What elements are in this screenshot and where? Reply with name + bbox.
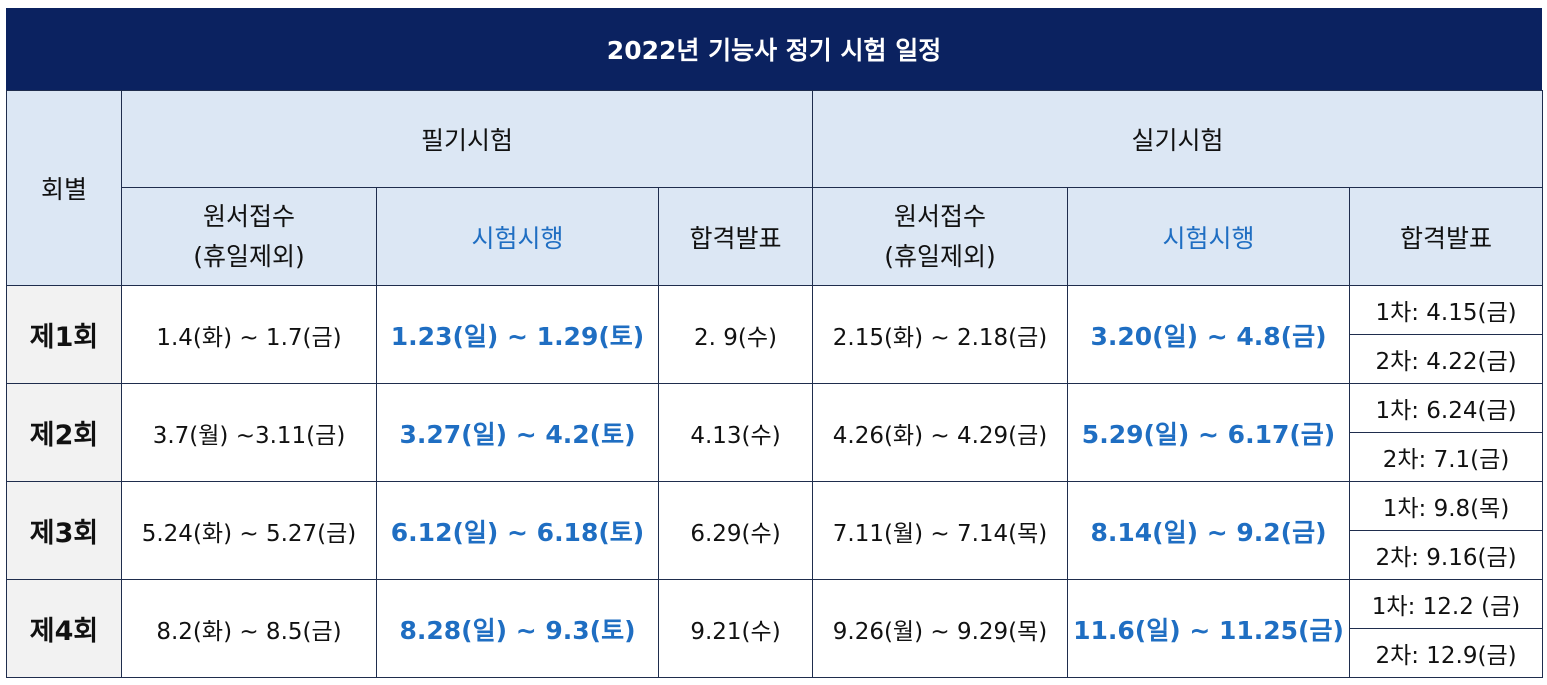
- practical-apply-cell: 4.26(화) ~ 4.29(금): [812, 383, 1069, 482]
- practical-exam-cell: 8.14(일) ~ 9.2(금): [1067, 481, 1351, 580]
- header-practical-apply: 원서접수 (휴일제외): [812, 187, 1069, 286]
- written-exam-cell: 6.12(일) ~ 6.18(토): [376, 481, 659, 580]
- practical-apply-cell: 7.11(월) ~ 7.14(목): [812, 481, 1069, 580]
- header-practical-exam: 실기시험: [812, 90, 1544, 188]
- practical-apply-cell: 2.15(화) ~ 2.18(금): [812, 285, 1069, 384]
- written-exam-cell: 3.27(일) ~ 4.2(토): [376, 383, 659, 482]
- header-round: 회별: [6, 90, 122, 286]
- written-result-cell: 4.13(수): [657, 383, 814, 482]
- page-title: 2022년 기능사 정기 시험 일정: [6, 8, 1542, 90]
- written-result-cell: 9.21(수): [657, 579, 814, 678]
- practical-exam-cell: 3.20(일) ~ 4.8(금): [1067, 285, 1351, 384]
- practical-result-second: 2차: 7.1(금): [1349, 432, 1544, 482]
- header-apply-line1: 원서접수: [202, 201, 295, 231]
- practical-result-first: 1차: 12.2 (금): [1349, 579, 1544, 629]
- written-exam-cell: 1.23(일) ~ 1.29(토): [376, 285, 659, 384]
- written-result-cell: 2. 9(수): [657, 285, 814, 384]
- round-label: 제4회: [6, 579, 122, 678]
- header-apply-line2: (휴일제외): [884, 241, 996, 271]
- practical-result-first: 1차: 9.8(목): [1349, 481, 1544, 531]
- schedule-table: 회별 필기시험 실기시험 원서접수 (휴일제외) 시험시행 합격발표 원서접수 …: [6, 90, 1544, 678]
- header-apply-line1: 원서접수: [894, 201, 987, 231]
- practical-result-first: 1차: 4.15(금): [1349, 285, 1544, 335]
- practical-result-second: 2차: 9.16(금): [1349, 530, 1544, 580]
- practical-apply-cell: 9.26(월) ~ 9.29(목): [812, 579, 1069, 678]
- header-practical-exam-date: 시험시행: [1067, 187, 1351, 286]
- practical-result-first: 1차: 6.24(금): [1349, 383, 1544, 433]
- practical-exam-cell: 5.29(일) ~ 6.17(금): [1067, 383, 1351, 482]
- written-apply-cell: 3.7(월) ~3.11(금): [121, 383, 377, 482]
- written-apply-cell: 1.4(화) ~ 1.7(금): [121, 285, 377, 384]
- header-written-result: 합격발표: [657, 187, 814, 286]
- header-written-apply: 원서접수 (휴일제외): [121, 187, 377, 286]
- round-label: 제1회: [6, 285, 122, 384]
- practical-result-second: 2차: 4.22(금): [1349, 334, 1544, 384]
- written-result-cell: 6.29(수): [657, 481, 814, 580]
- schedule-document: 2022년 기능사 정기 시험 일정 회별 필기시험 실기시험 원서접수 (휴일…: [6, 8, 1544, 678]
- written-exam-cell: 8.28(일) ~ 9.3(토): [376, 579, 659, 678]
- written-apply-cell: 8.2(화) ~ 8.5(금): [121, 579, 377, 678]
- practical-result-second: 2차: 12.9(금): [1349, 628, 1544, 678]
- round-label: 제3회: [6, 481, 122, 580]
- round-label: 제2회: [6, 383, 122, 482]
- header-written-exam-date: 시험시행: [376, 187, 659, 286]
- header-practical-result: 합격발표: [1349, 187, 1544, 286]
- written-apply-cell: 5.24(화) ~ 5.27(금): [121, 481, 377, 580]
- header-written-exam: 필기시험: [120, 90, 814, 188]
- header-apply-line2: (휴일제외): [193, 241, 305, 271]
- practical-exam-cell: 11.6(일) ~ 11.25(금): [1067, 579, 1351, 678]
